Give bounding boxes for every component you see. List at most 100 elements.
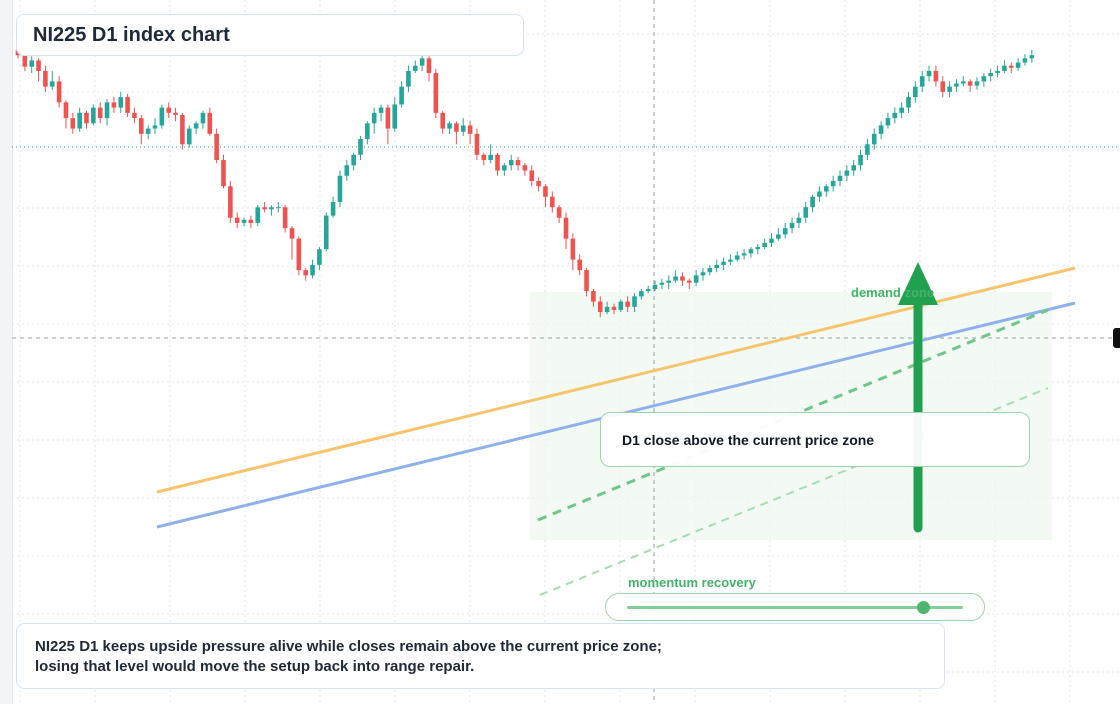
candle-body: [721, 261, 726, 265]
candle-body: [378, 107, 384, 113]
candle-body: [632, 296, 637, 307]
candle-body: [502, 165, 507, 171]
upside-arrow-head: [898, 262, 938, 305]
candle-body: [584, 270, 589, 292]
candle-body: [77, 112, 82, 129]
candle-body: [714, 264, 719, 269]
candle-body: [358, 139, 363, 155]
candle-body: [22, 55, 28, 67]
candle-body: [399, 86, 404, 105]
candle-body: [337, 175, 343, 202]
candle-body: [878, 125, 884, 134]
candle-body: [481, 154, 487, 161]
candle-body: [1022, 58, 1028, 63]
candle-body: [49, 81, 55, 87]
candle-body: [755, 247, 761, 250]
candle-body: [803, 207, 809, 218]
candle-body: [919, 76, 925, 87]
momentum-slider-track: [627, 606, 963, 609]
candle-body: [570, 238, 576, 260]
candle-body: [323, 215, 329, 250]
chart-title: NI225 D1 index chart: [33, 23, 230, 46]
candle-body: [241, 219, 247, 223]
candle-body: [789, 222, 795, 229]
candle-body: [180, 114, 185, 145]
candle-body: [700, 272, 706, 276]
candle-body: [70, 118, 76, 129]
candle-body: [858, 154, 863, 166]
candle-body: [851, 165, 856, 171]
candle-body: [91, 107, 96, 124]
candle-body: [645, 288, 651, 292]
momentum-dashed-line: [539, 387, 1049, 596]
candle-body: [228, 186, 233, 218]
candle-body: [200, 112, 206, 124]
candle-body: [262, 207, 267, 210]
candle-body: [591, 291, 596, 302]
candle-body: [419, 58, 425, 66]
candle-body: [125, 97, 130, 113]
candle-body: [529, 170, 535, 181]
candle-body: [385, 107, 391, 129]
title-panel: NI225 D1 index chart: [16, 14, 524, 56]
summary-line-2: losing that level would move the setup b…: [35, 658, 475, 675]
candle-body: [967, 81, 973, 86]
candle-body: [104, 102, 110, 119]
candle-body: [974, 81, 980, 86]
candle-body: [871, 133, 877, 145]
candle-body: [282, 207, 288, 229]
candle-body: [865, 144, 870, 155]
candle-body: [118, 97, 124, 108]
candle-body: [145, 128, 151, 134]
candle-body: [666, 280, 672, 283]
candle-body: [577, 259, 582, 271]
candle-body: [837, 175, 843, 181]
candle-body: [406, 70, 411, 87]
candle-body: [186, 128, 192, 145]
candle-body: [543, 186, 548, 197]
candle-body: [954, 83, 959, 87]
candle-body: [255, 207, 261, 223]
candle-body: [269, 207, 274, 210]
momentum-slider[interactable]: [605, 593, 985, 621]
candle-body: [995, 70, 1000, 74]
candle-body: [317, 249, 322, 265]
candle-body: [1015, 62, 1021, 68]
candle-body: [460, 125, 466, 132]
demand-zone-label: demand zone: [851, 285, 935, 300]
candle-body: [906, 97, 911, 108]
candle-body: [296, 238, 302, 271]
candle-body: [659, 282, 665, 285]
candle-body: [707, 268, 713, 273]
candle-body: [782, 228, 788, 235]
candle-body: [762, 242, 767, 248]
candle-body: [84, 112, 89, 124]
candle-body: [344, 165, 350, 176]
candle-body: [365, 123, 370, 140]
candle-body: [43, 70, 48, 87]
candle-body: [63, 102, 69, 119]
candle-body: [693, 275, 699, 283]
candle-body: [447, 123, 452, 129]
candle-body: [913, 86, 918, 98]
candle-body: [508, 160, 514, 166]
candle-body: [830, 181, 836, 187]
candle-body: [111, 102, 117, 108]
candle-body: [488, 154, 493, 161]
candle-body: [276, 207, 281, 209]
candle-body: [221, 160, 226, 187]
candle-body: [597, 301, 603, 313]
candle-body: [371, 112, 377, 124]
candle-body: [687, 280, 692, 283]
momentum-slider-knob[interactable]: [916, 601, 930, 614]
candle-body: [139, 118, 144, 134]
candle-body: [303, 270, 308, 276]
candle-body: [824, 186, 829, 192]
candle-body: [885, 118, 891, 126]
candle-body: [248, 219, 254, 223]
price-marker-icon[interactable]: [1113, 328, 1120, 348]
candle-body: [1029, 55, 1035, 59]
candle-body: [495, 154, 500, 171]
candle-body: [289, 228, 295, 239]
